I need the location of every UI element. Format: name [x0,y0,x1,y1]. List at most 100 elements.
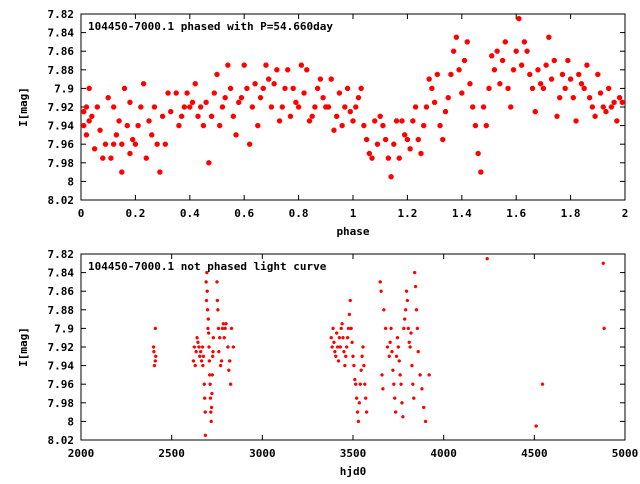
phased-data-point [516,16,522,22]
phased-data-point [173,90,179,96]
raw-data-points [151,256,606,438]
phased-data-point [83,132,90,138]
raw-data-point [360,354,364,358]
phased-data-point [432,99,438,105]
raw-data-point [397,359,401,363]
raw-data-point [349,326,353,331]
raw-data-point [406,326,410,331]
phased-data-point [546,34,552,40]
phased-data-point [494,48,500,54]
phased-data-point [138,104,144,110]
raw-data-point [198,354,202,358]
phased-data-point [105,95,111,101]
phased-data-point [244,85,250,91]
phased-light-curve-panel: 104450-7000.1 phased with P=54.660day ph… [17,8,628,238]
phased-y-tick-label: 7.96 [48,138,75,151]
phased-data-point [296,104,302,110]
phased-data-point [266,76,272,82]
raw-data-point [221,322,226,326]
raw-data-point [228,382,233,386]
phased-data-point [290,85,296,91]
raw-data-point [222,336,226,340]
raw-data-point [216,326,221,331]
phased-data-point [228,85,234,91]
phased-data-point [369,155,375,161]
phased-data-point [168,109,174,115]
raw-data-point [198,349,203,354]
raw-data-point [413,284,418,289]
phased-data-point [570,95,576,101]
raw-data-point [220,326,225,331]
raw-data-point [340,322,344,326]
raw-data-point [389,326,393,331]
phased-data-point [86,118,92,124]
phased-data-point [181,104,187,110]
raw-data-point [339,326,343,331]
phased-data-point [470,104,476,110]
raw-data-point [154,354,158,358]
phased-data-point [149,132,155,138]
phased-data-point [83,104,90,110]
phased-data-point [500,57,506,64]
phased-data-point [89,113,95,119]
phased-data-point [195,113,201,119]
raw-x-tick-label: 5000 [612,447,639,460]
phased-data-point [391,141,397,147]
raw-data-point [357,401,362,405]
phased-data-point [203,99,209,105]
phased-data-point [616,95,623,101]
phased-data-point [127,99,133,105]
raw-x-axis-label: hjd0 [340,465,367,478]
phased-data-point [325,104,332,110]
raw-data-point [540,382,545,386]
phased-data-point [81,123,87,129]
phased-data-point [276,118,283,124]
phased-data-point [502,39,508,45]
phased-x-tick-label: 2 [622,207,629,220]
phased-data-point [491,67,498,73]
phased-data-point [548,76,555,82]
phased-data-point [388,174,394,180]
phased-data-point [393,118,400,124]
raw-data-point [346,326,351,331]
phased-data-point [336,90,342,96]
raw-y-tick-label: 7.86 [48,285,75,298]
phased-data-point [597,90,604,96]
phased-y-tick-label: 8 [67,175,74,188]
phased-data-point [529,85,536,91]
raw-data-point [395,336,400,340]
phased-data-point [565,57,571,64]
phased-data-point [540,85,546,91]
raw-data-point [378,280,382,284]
phased-data-point [230,113,236,119]
phased-data-point [573,118,579,124]
raw-data-point [602,326,606,331]
phased-data-point [111,141,117,147]
raw-data-point [385,345,390,349]
raw-data-point [218,363,223,368]
raw-data-point [216,308,220,312]
raw-data-point [195,336,199,340]
raw-data-point [201,363,205,368]
phased-data-point [285,67,291,73]
phased-data-point [206,160,212,166]
phased-data-point [467,81,473,87]
raw-data-point [205,289,209,293]
phased-data-point [339,123,345,129]
raw-data-point [387,354,391,358]
phased-data-point [119,141,125,147]
raw-data-point [206,317,210,321]
raw-data-point [218,336,222,340]
phased-axis-ticks: 0 0.2 0.4 0.6 0.8 1 1.2 1.4 1.6 1.8 2 7.82 7.84 7.86 7… [48,8,629,220]
raw-data-point [418,373,422,377]
raw-data-point [354,396,359,400]
raw-data-point [405,298,410,303]
phased-data-point [614,118,620,124]
phased-data-point [304,67,310,73]
raw-data-point [414,308,419,312]
phased-data-point [320,95,326,101]
phased-data-point [472,123,478,129]
raw-data-point [215,298,220,303]
